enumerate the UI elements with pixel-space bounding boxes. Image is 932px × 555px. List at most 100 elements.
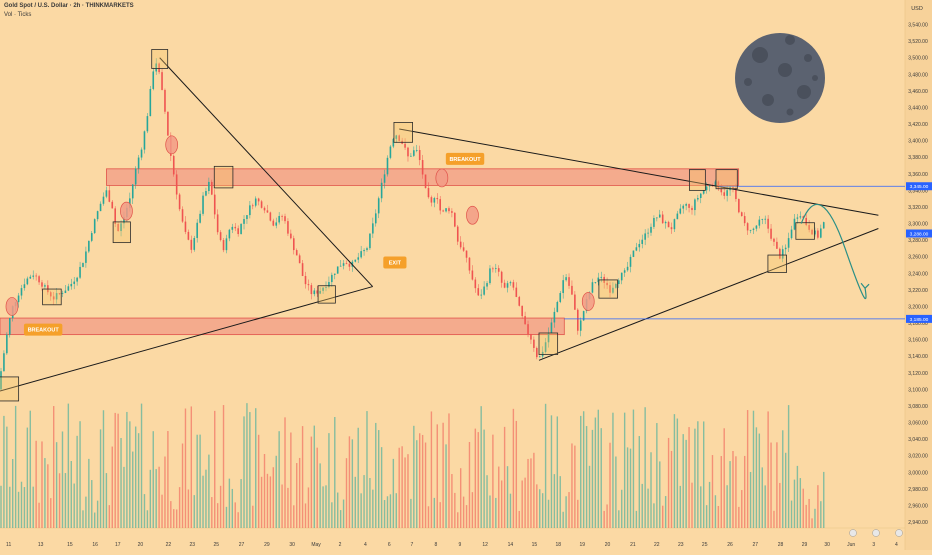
x-tick-label: 12 [482,542,488,548]
volume-bar [249,412,251,528]
y-axis-labels: 3,540.00 3,520.00 3,500.00 3,480.00 3,460.00… [908,23,928,526]
candle-body [764,218,766,220]
volume-bar [743,455,746,528]
candle-body [454,212,456,227]
volume-bar [568,492,570,528]
candle-body [278,215,280,223]
candle-body [26,278,29,285]
volume-bar [574,445,576,528]
volume-bar [638,436,640,528]
volume-bar [293,505,295,528]
volume-bar [688,427,690,528]
volume-bar [404,457,406,528]
volume-bar [550,415,553,528]
price-level-tag [906,182,932,191]
volume-bar [275,455,277,528]
volume-bar [735,456,737,528]
candle-body [96,211,99,220]
candle-body [93,219,96,234]
volume-bar [808,498,810,528]
candle-body [149,88,152,117]
candle-body [374,213,377,224]
candle-body [211,181,213,195]
candle-body [509,282,512,284]
y-tick-label: 3,040.00 [908,437,928,443]
candle-body [304,275,307,285]
volume-bar [682,434,684,528]
volume-bar [700,486,702,528]
volume-bar [820,501,822,528]
x-tick-label: 28 [778,542,784,548]
volume-bar [143,494,146,528]
candle-body [559,293,562,302]
candle-body [190,239,193,250]
volume-bar [500,480,503,528]
candle-body [793,218,796,230]
volume-bar [503,426,506,528]
candle-body [64,290,67,294]
x-tick-label: 20 [138,542,144,548]
volume-bar [252,505,254,528]
candle-body [193,237,196,250]
event-flags[interactable] [849,529,903,537]
candle-body [418,150,421,161]
candle-body [369,233,371,249]
candle-body [228,229,231,239]
candle-body [17,295,20,303]
candle-body [468,257,471,271]
candle-body [339,265,342,267]
volume-bar [741,490,743,528]
volume-bar [85,496,87,528]
circle-marker [5,297,19,316]
volume-bar [23,487,26,528]
candle-body [316,290,319,294]
volume-bar [565,496,567,528]
volume-bar [776,442,778,528]
candle-body [319,290,321,294]
volume-bar [386,496,389,528]
volume-bar [319,463,321,528]
candle-body [530,334,532,340]
volume-bar [120,438,122,528]
candle-body [331,274,333,283]
volume-bar [746,410,749,528]
x-tick-label: May [311,542,321,548]
volume-bar [111,446,113,528]
volume-bar [240,479,242,528]
volume-bar [378,430,380,528]
candle-body [673,219,676,230]
candle-body [129,198,131,208]
volume-bar [433,497,436,528]
volume-bar [749,471,752,528]
volume-bar [26,427,29,528]
x-tick-label: 2 [339,542,342,548]
volume-bar [770,442,772,528]
volume-bar [618,510,620,528]
candle-body [699,193,702,198]
candle-body [328,282,330,288]
candle-body [471,270,474,280]
volume-bar [541,493,544,528]
volume-bar [729,461,731,528]
volume-bar [451,474,453,528]
candle-body [714,181,717,186]
y-tick-label: 3,340.00 [908,188,928,194]
volume-bar [477,432,479,528]
candle-body [131,184,134,199]
volume-bar [149,469,152,528]
x-tick-label: 7 [411,542,414,548]
volume-bar [187,489,190,528]
volume-bar [521,480,523,528]
candle-body [711,185,714,187]
volume-bar [767,411,769,528]
candle-body [222,240,225,251]
candle-body [287,221,289,234]
highlight-box [213,165,234,189]
y-tick-label: 3,540.00 [908,23,928,29]
volume-bar [331,502,333,528]
candle-body [52,296,55,300]
candle-body [483,286,485,295]
volume-bar [667,437,670,528]
y-tick-label: 3,320.00 [908,205,928,211]
